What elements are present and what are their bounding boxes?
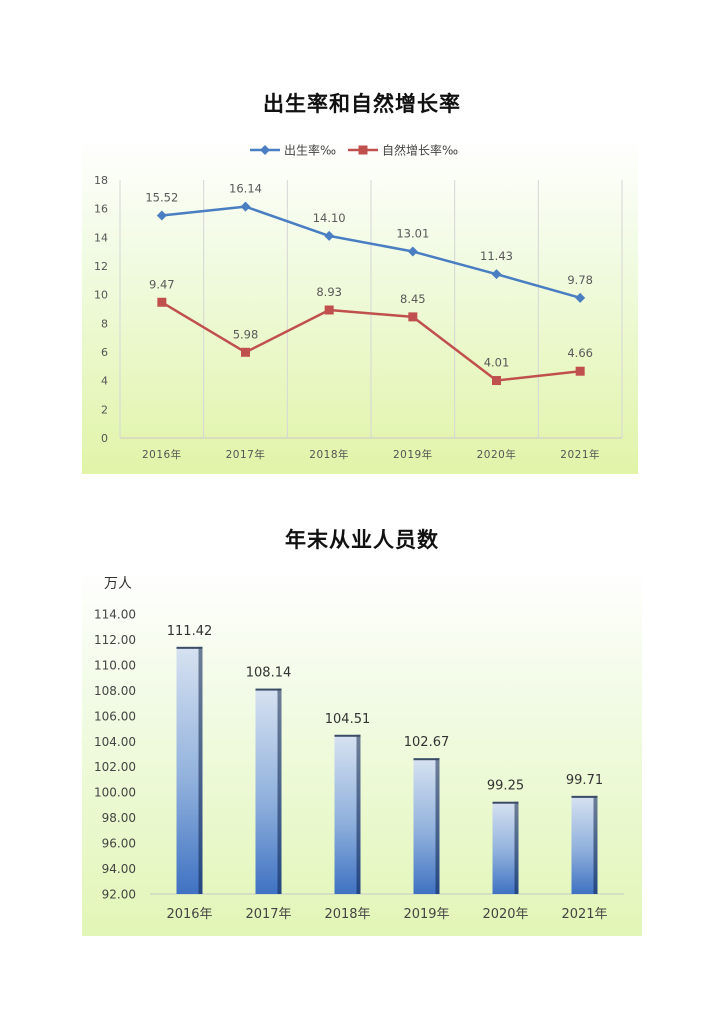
x-tick-label: 2016年 bbox=[142, 448, 182, 461]
y-tick-label: 4 bbox=[101, 375, 108, 388]
bar-shade bbox=[356, 734, 361, 894]
data-label: 4.01 bbox=[484, 356, 510, 370]
y-tick-label: 6 bbox=[101, 346, 108, 359]
data-point-square bbox=[241, 347, 250, 357]
bar bbox=[413, 758, 440, 894]
chart-title-employment: 年末从业人员数 bbox=[285, 528, 439, 552]
y-tick-label: 92.00 bbox=[102, 888, 136, 902]
bar-shade bbox=[277, 688, 282, 894]
y-tick-label: 110.00 bbox=[94, 658, 136, 672]
plot-background bbox=[82, 138, 638, 474]
x-tick-label: 2017年 bbox=[245, 907, 291, 922]
data-point-diamond bbox=[156, 210, 167, 221]
data-label: 14.10 bbox=[313, 211, 346, 225]
data-label: 16.14 bbox=[229, 182, 262, 196]
x-tick-label: 2020年 bbox=[482, 907, 528, 922]
bar bbox=[176, 646, 203, 894]
y-tick-label: 112.00 bbox=[94, 633, 136, 647]
x-tick-label: 2019年 bbox=[403, 907, 449, 922]
y-tick-label: 10 bbox=[94, 289, 108, 302]
series-line-2 bbox=[161, 301, 581, 382]
bar-top bbox=[176, 646, 203, 649]
series-line-1 bbox=[161, 205, 581, 300]
chart-title-birth-rate: 出生率和自然增长率 bbox=[263, 92, 461, 116]
data-label: 4.66 bbox=[567, 346, 593, 360]
bar-shade bbox=[514, 801, 519, 894]
bar bbox=[255, 688, 282, 894]
birth-rate-line-chart: 0 2 4 6 8 10 12 14 16 18 2016年 2017年 2018年 2019年 2020… bbox=[82, 138, 638, 474]
data-label: 5.98 bbox=[233, 327, 259, 341]
y-tick-label: 12 bbox=[94, 260, 108, 273]
y-tick-label: 8 bbox=[101, 317, 108, 330]
legend-label: 自然增长率‰ bbox=[382, 143, 458, 158]
employment-bar-chart: 万人 92.00 94.00 96.00 98.00 100.00 102.00 104.0… bbox=[82, 568, 642, 936]
data-label: 13.01 bbox=[396, 227, 429, 241]
legend-marker-square bbox=[358, 145, 368, 155]
y-tick-label: 2 bbox=[101, 403, 108, 416]
x-tick-label: 2017年 bbox=[226, 448, 266, 461]
data-label: 99.71 bbox=[566, 773, 603, 788]
x-tick-label: 2016年 bbox=[166, 907, 212, 922]
data-label: 102.67 bbox=[404, 735, 450, 750]
x-tick-label: 2018年 bbox=[309, 448, 349, 461]
y-tick-label: 96.00 bbox=[102, 837, 136, 851]
data-point-square bbox=[324, 305, 334, 315]
data-point-diamond bbox=[324, 230, 335, 241]
data-label: 108.14 bbox=[246, 666, 292, 681]
x-tick-label: 2019年 bbox=[393, 448, 433, 461]
data-label: 104.51 bbox=[325, 712, 371, 727]
bar-top bbox=[413, 758, 440, 761]
y-tick-label: 108.00 bbox=[94, 684, 136, 698]
data-point-diamond bbox=[407, 246, 418, 257]
bar bbox=[571, 795, 598, 894]
y-tick-label: 114.00 bbox=[94, 608, 136, 622]
data-point-square bbox=[157, 297, 167, 307]
bar-shade bbox=[435, 758, 440, 894]
data-point-diamond bbox=[491, 269, 502, 280]
y-tick-label: 14 bbox=[94, 231, 108, 244]
y-tick-label: 100.00 bbox=[94, 786, 136, 800]
y-tick-label: 0 bbox=[101, 432, 108, 445]
y-tick-label: 106.00 bbox=[94, 709, 136, 723]
bar-top bbox=[492, 801, 519, 804]
data-point-square bbox=[408, 312, 418, 322]
data-label: 99.25 bbox=[487, 779, 524, 794]
bar bbox=[492, 801, 519, 894]
x-tick-label: 2021年 bbox=[561, 907, 607, 922]
y-axis-unit-label: 万人 bbox=[104, 576, 132, 592]
legend-label: 出生率‰ bbox=[284, 143, 336, 158]
x-tick-label: 2018年 bbox=[324, 907, 370, 922]
y-tick-label: 98.00 bbox=[102, 811, 136, 825]
data-point-square bbox=[575, 366, 585, 376]
data-label: 9.47 bbox=[149, 277, 175, 291]
y-tick-label: 102.00 bbox=[94, 760, 136, 774]
data-label: 111.42 bbox=[167, 624, 213, 639]
legend-marker-diamond bbox=[260, 145, 270, 155]
y-tick-label: 94.00 bbox=[102, 862, 136, 876]
data-label: 15.52 bbox=[145, 191, 178, 205]
x-tick-label: 2021年 bbox=[560, 448, 600, 461]
bar bbox=[334, 734, 361, 894]
data-label: 9.78 bbox=[567, 273, 593, 287]
data-label: 11.43 bbox=[480, 249, 513, 263]
bar-top bbox=[334, 734, 361, 737]
data-point-square bbox=[492, 376, 501, 386]
bar-top bbox=[571, 795, 598, 798]
bar-shade bbox=[198, 646, 203, 894]
bar-top bbox=[255, 688, 282, 691]
y-tick-label: 104.00 bbox=[94, 735, 136, 749]
plot-background bbox=[82, 568, 642, 936]
y-tick-label: 18 bbox=[94, 174, 108, 187]
x-tick-label: 2020年 bbox=[477, 448, 517, 461]
data-label: 8.45 bbox=[400, 292, 426, 306]
data-point-diamond bbox=[575, 292, 586, 303]
data-point-diamond bbox=[240, 201, 251, 212]
y-tick-label: 16 bbox=[94, 203, 108, 216]
bar-shade bbox=[593, 795, 598, 894]
data-label: 8.93 bbox=[316, 285, 342, 299]
